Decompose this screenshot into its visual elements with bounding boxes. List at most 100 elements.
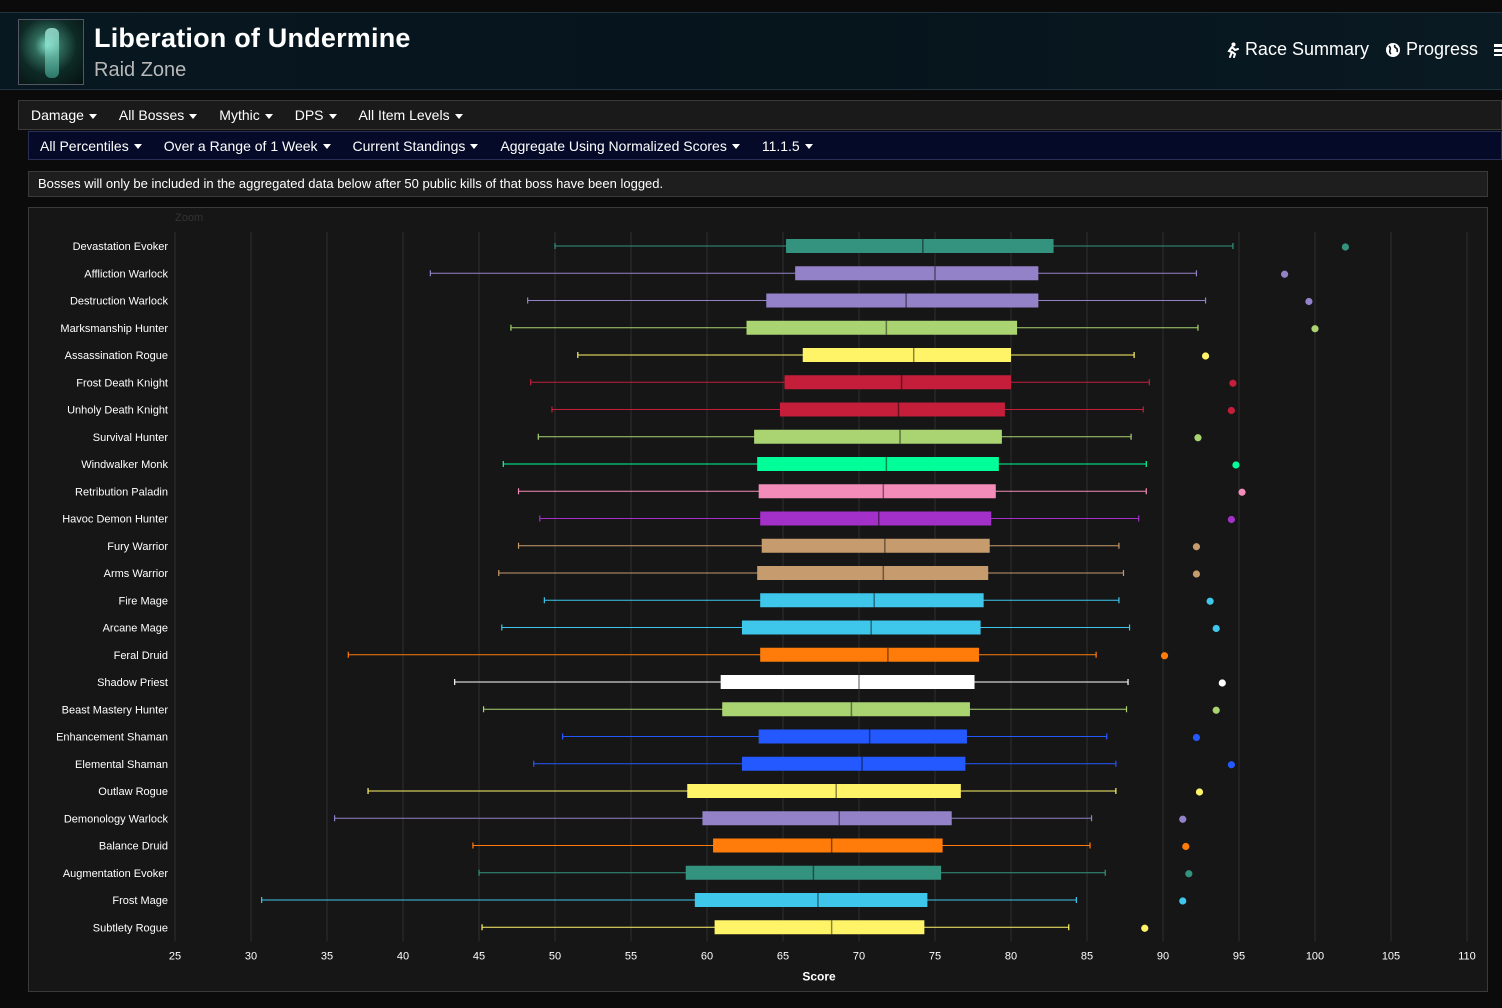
outlier-point [1305,297,1313,306]
outlier-point [1341,243,1349,251]
caret-down-icon [804,144,813,149]
item-level-dropdown-label: All Item Levels [358,107,450,123]
y-category-label: Shadow Priest [97,677,168,689]
x-tick-label: 80 [1005,950,1017,962]
zoom-label[interactable]: Zoom [175,212,204,224]
x-tick-label: 100 [1306,950,1324,962]
boxplot-chart-panel: Zoom 25 30 35 40 45 50 55 60 65 70 75 80 85 90 95 100 10… [28,207,1488,992]
y-category-label: Augmentation Evoker [63,868,169,880]
x-tick-label: 55 [625,950,637,962]
x-tick-label: 110 [1458,950,1476,962]
progress-link[interactable]: Progress [1385,39,1478,60]
outlier-point [1212,706,1220,714]
iqr-box [766,293,1039,308]
outlier-point [1238,488,1246,496]
menu-icon[interactable] [1494,43,1502,56]
iqr-box [702,811,952,826]
outlier-point [1227,406,1235,415]
secondary-filter-bar: All Percentiles Over a Range of 1 Week C… [28,131,1502,160]
aggregate-dropdown[interactable]: Aggregate Using Normalized Scores [500,137,740,154]
y-category-label: Beast Mastery Hunter [62,704,169,716]
x-tick-label: 40 [397,950,409,962]
role-dropdown-label: DPS [294,107,324,123]
iqr-box [754,429,1002,444]
iqr-box [786,239,1054,253]
outlier-point [1194,434,1202,442]
y-category-label: Frost Mage [112,895,168,907]
iqr-box [741,756,966,771]
outlier-point [1195,788,1204,796]
progress-label: Progress [1405,39,1478,59]
iqr-box [714,920,925,935]
patch-dropdown[interactable]: 11.1.5 [762,138,813,154]
difficulty-dropdown[interactable]: Mythic [219,107,273,123]
x-tick-label: 105 [1382,950,1400,962]
caret-down-icon [322,144,331,149]
item-level-dropdown[interactable]: All Item Levels [359,107,463,123]
y-category-label: Marksmanship Hunter [60,323,168,335]
iqr-box [760,511,992,526]
x-tick-label: 70 [853,950,865,962]
x-tick-label: 95 [1233,950,1245,962]
x-tick-label: 50 [549,950,561,962]
iqr-box [758,484,996,499]
x-tick-label: 90 [1157,950,1169,962]
iqr-box [760,647,980,662]
percentile-dropdown[interactable]: All Percentiles [40,138,142,154]
caret-down-icon [189,113,198,119]
iqr-box [746,320,1018,335]
x-tick-label: 75 [929,950,941,962]
metric-dropdown[interactable]: Damage [31,107,97,123]
y-category-label: Havoc Demon Hunter [62,514,168,526]
y-category-label: Unholy Death Knight [67,405,168,417]
iqr-box [761,538,990,553]
iqr-box [802,348,1011,362]
x-tick-label: 65 [777,950,789,962]
y-category-label: Windwalker Monk [81,459,168,471]
standings-dropdown[interactable]: Current Standings [353,138,479,154]
outlier-point [1192,570,1201,578]
boss-dropdown-label: All Bosses [118,107,185,123]
runner-icon [1227,42,1239,58]
y-category-label: Enhancement Shaman [56,732,168,744]
outlier-point [1192,543,1201,551]
range-dropdown[interactable]: Over a Range of 1 Week [164,138,331,154]
iqr-box [722,702,970,717]
caret-down-icon [264,113,273,119]
race-summary-link[interactable]: Race Summary [1224,39,1369,60]
iqr-box [757,457,999,471]
primary-filter-bar: Damage All Bosses Mythic DPS All Item Le… [18,100,1502,130]
percentile-dropdown-label: All Percentiles [40,137,129,154]
y-category-label: Devastation Evoker [73,241,169,253]
x-tick-label: 35 [321,950,333,962]
race-summary-label: Race Summary [1244,39,1369,59]
outlier-point [1281,270,1289,278]
x-tick-label: 60 [701,950,713,962]
outlier-point [1311,325,1319,333]
range-dropdown-label: Over a Range of 1 Week [163,137,318,154]
patch-dropdown-label: 11.1.5 [761,137,800,154]
y-category-label: Frost Death Knight [76,377,168,389]
y-category-label: Survival Hunter [93,432,169,444]
outlier-point [1182,842,1190,851]
standings-dropdown-label: Current Standings [352,137,466,154]
y-category-label: Arcane Mage [103,623,168,635]
role-dropdown[interactable]: DPS [295,107,337,123]
caret-down-icon [454,113,463,119]
iqr-box [685,865,942,880]
iqr-box [758,729,967,744]
y-category-label: Arms Warrior [104,568,169,580]
outlier-point [1229,379,1237,387]
difficulty-dropdown-label: Mythic [219,107,260,123]
boss-dropdown[interactable]: All Bosses [118,107,198,123]
aggregate-dropdown-label: Aggregate Using Normalized Scores [500,137,727,154]
caret-down-icon [328,113,337,119]
page-subtitle: Raid Zone [94,59,187,81]
iqr-box [760,593,984,608]
x-tick-label: 30 [245,950,257,962]
header-links: Race Summary Progress [1224,39,1502,60]
iqr-box [784,375,1011,390]
outlier-point [1212,624,1220,633]
outlier-point [1185,870,1193,878]
iqr-box [687,784,961,798]
